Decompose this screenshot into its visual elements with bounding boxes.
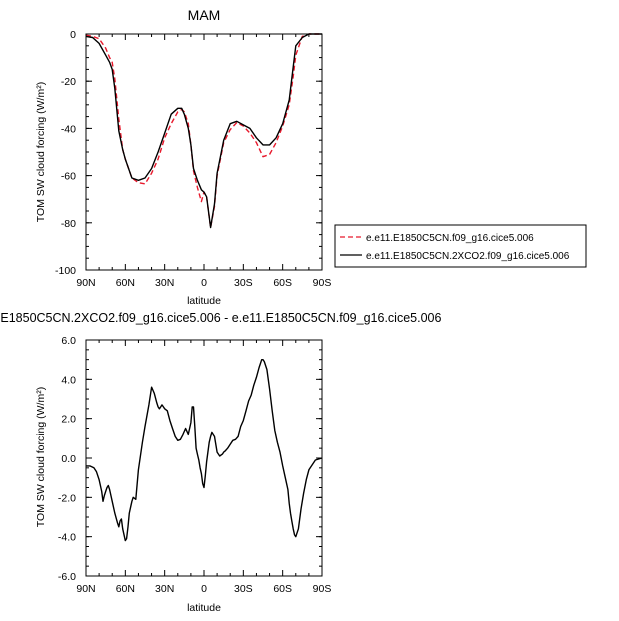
bottom-x-tick-label: 90S — [313, 583, 332, 595]
bottom-series-line-0 — [86, 359, 323, 542]
top-y-tick-label: 0 — [70, 29, 76, 41]
top-x-tick-label: 60N — [116, 277, 135, 289]
top-y-axis-label: TOM SW cloud forcing (W/m²) — [35, 82, 47, 222]
top-y-tick-label: -40 — [61, 123, 76, 135]
top-x-tick-label: 60S — [273, 277, 292, 289]
bottom-x-tick-label: 60N — [116, 583, 135, 595]
bottom-line-chart: e.e11.E1850C5CN.2XCO2.f09_g16.cice5.006 … — [0, 311, 441, 614]
top-x-tick-label: 0 — [201, 277, 207, 289]
bottom-axis-ticks: 90N 60N 30N 0 30S 60S 90S 6.0 4.0 2.0 0.0 -2.0 -4.0 -… — [58, 335, 331, 595]
top-axis-ticks: 90N 60N 30N 0 30S 60S 90S 0 -20 -40 -60 -80 -100 — [55, 29, 331, 289]
top-chart-title: MAM — [188, 7, 221, 23]
bottom-x-tick-label: 30N — [155, 583, 174, 595]
top-series-line-1 — [85, 33, 322, 229]
bottom-plot-frame — [85, 339, 323, 577]
bottom-y-axis-label: TOM SW cloud forcing (W/m²) — [35, 387, 47, 527]
bottom-y-tick-label: 4.0 — [61, 374, 76, 386]
bottom-x-tick-label: 0 — [201, 583, 207, 595]
top-y-tick-label: -20 — [61, 76, 76, 88]
legend-box — [334, 224, 587, 268]
top-y-tick-label: -80 — [61, 218, 76, 230]
bottom-y-tick-label: -6.0 — [58, 571, 76, 583]
top-x-axis-label: latitude — [187, 295, 221, 307]
top-y-tick-label: -60 — [61, 171, 76, 183]
top-plot-frame — [85, 33, 323, 271]
top-y-tick-label: -100 — [55, 265, 76, 277]
bottom-y-tick-label: -2.0 — [58, 492, 76, 504]
legend-label-control: e.e11.E1850C5CN.f09_g16.cice5.006 — [366, 233, 534, 244]
bottom-y-tick-label: 6.0 — [61, 335, 76, 347]
bottom-x-axis-label: latitude — [187, 602, 221, 614]
top-series-line-0 — [85, 33, 322, 229]
bottom-y-tick-label: -4.0 — [58, 532, 76, 544]
bottom-x-tick-label: 90N — [76, 583, 95, 595]
bottom-y-tick-label: 0.0 — [61, 453, 76, 465]
bottom-series-line — [86, 359, 323, 542]
legend-label-2xco2: e.e11.E1850C5CN.2XCO2.f09_g16.cice5.006 — [366, 251, 570, 262]
legend: e.e11.E1850C5CN.f09_g16.cice5.006 e.e11.… — [334, 224, 587, 268]
bottom-chart-title: e.e11.E1850C5CN.2XCO2.f09_g16.cice5.006 … — [0, 311, 441, 325]
bottom-y-tick-label: 2.0 — [61, 414, 76, 426]
top-line-chart: MAM latitude TOM SW cloud forcing (W/m²)… — [35, 7, 331, 307]
top-x-tick-label: 90N — [76, 277, 95, 289]
top-x-tick-label: 90S — [313, 277, 332, 289]
bottom-x-tick-label: 30S — [234, 583, 253, 595]
bottom-x-tick-label: 60S — [273, 583, 292, 595]
top-x-tick-label: 30S — [234, 277, 253, 289]
top-series-lines — [85, 33, 322, 229]
top-x-tick-label: 30N — [155, 277, 174, 289]
